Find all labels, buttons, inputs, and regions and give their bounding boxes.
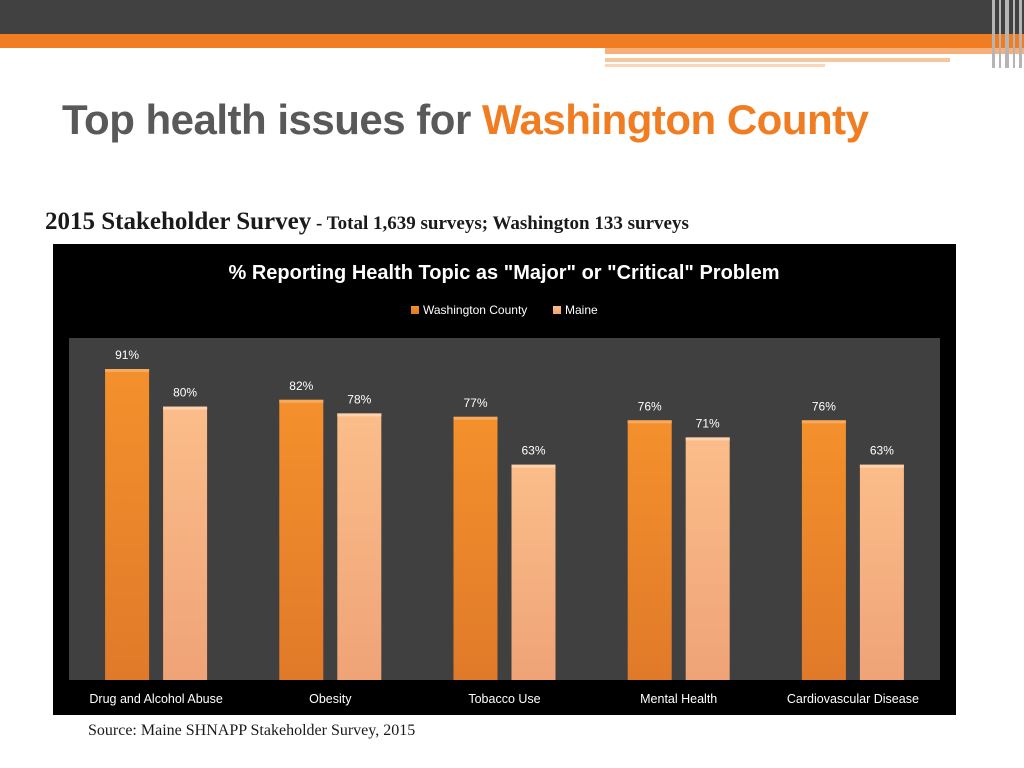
data-label: 78% bbox=[347, 392, 371, 406]
chart-legend: Washington County Maine bbox=[411, 303, 598, 317]
bar-highlight bbox=[337, 413, 382, 417]
data-label: 76% bbox=[812, 399, 836, 413]
title-main: Top health issues for bbox=[62, 96, 482, 143]
bar-highlight bbox=[453, 416, 498, 420]
x-tick-label: Tobacco Use bbox=[468, 692, 540, 706]
slide-subtitle: 2015 Stakeholder Survey - Total 1,639 su… bbox=[45, 208, 689, 236]
bar-highlight bbox=[685, 437, 730, 441]
bar-highlight bbox=[279, 399, 324, 403]
data-label: 63% bbox=[870, 444, 894, 458]
bar-maine bbox=[163, 406, 208, 680]
subtitle-rest: - Total 1,639 surveys; Washington 133 su… bbox=[311, 213, 689, 234]
data-label: 76% bbox=[638, 399, 662, 413]
bar-highlight bbox=[105, 369, 150, 372]
bar-maine bbox=[337, 413, 382, 680]
subtitle-bold: 2015 Stakeholder Survey bbox=[45, 208, 312, 235]
bar-highlight bbox=[859, 464, 904, 468]
bar-washington-county bbox=[801, 420, 846, 680]
bar-maine bbox=[685, 437, 730, 680]
bar-washington-county bbox=[105, 369, 150, 680]
data-label: 71% bbox=[696, 416, 720, 430]
decorative-lines bbox=[990, 0, 1024, 68]
data-label: 91% bbox=[115, 348, 139, 362]
source-note: Source: Maine SHNAPP Stakeholder Survey,… bbox=[88, 722, 416, 739]
x-axis-labels: Drug and Alcohol Abuse Obesity Tobacco Use… bbox=[89, 692, 919, 706]
accent-stripe bbox=[605, 64, 825, 67]
title-accent: Washington County bbox=[481, 96, 869, 143]
legend-label-maine: Maine bbox=[565, 303, 598, 317]
bar-maine bbox=[859, 464, 904, 680]
top-banner bbox=[0, 0, 1024, 34]
bar-highlight bbox=[511, 464, 556, 468]
slide-title: Top health issues for Washington County bbox=[62, 96, 869, 144]
bar-washington-county bbox=[627, 420, 672, 680]
bar-highlight bbox=[801, 420, 846, 424]
accent-stripe bbox=[605, 48, 1024, 54]
data-label: 82% bbox=[289, 379, 313, 393]
legend-swatch-washington bbox=[411, 306, 419, 314]
orange-stripe bbox=[0, 34, 1024, 48]
data-label: 80% bbox=[173, 386, 197, 400]
data-label: 63% bbox=[521, 444, 545, 458]
legend-swatch-maine bbox=[553, 306, 561, 314]
x-tick-label: Cardiovascular Disease bbox=[787, 692, 919, 706]
bar-washington-county bbox=[453, 416, 498, 680]
chart-container: % Reporting Health Topic as "Major" or "… bbox=[53, 244, 956, 715]
legend-label-washington: Washington County bbox=[423, 303, 527, 317]
accent-stripe bbox=[605, 58, 950, 62]
bar-washington-county bbox=[279, 399, 324, 680]
bar-highlight bbox=[163, 406, 208, 410]
bar-highlight bbox=[627, 420, 672, 424]
x-tick-label: Drug and Alcohol Abuse bbox=[89, 692, 222, 706]
bar-maine bbox=[511, 464, 556, 680]
x-tick-label: Obesity bbox=[309, 692, 352, 706]
chart-title: % Reporting Health Topic as "Major" or "… bbox=[229, 262, 780, 284]
plot-area bbox=[69, 338, 940, 680]
bars-group: 91% 80% 82% 78% 77% 63% 76% 71% 76% 63% bbox=[105, 348, 904, 680]
bar-chart: % Reporting Health Topic as "Major" or "… bbox=[69, 262, 940, 706]
data-label: 77% bbox=[463, 396, 487, 410]
x-tick-label: Mental Health bbox=[640, 692, 717, 706]
